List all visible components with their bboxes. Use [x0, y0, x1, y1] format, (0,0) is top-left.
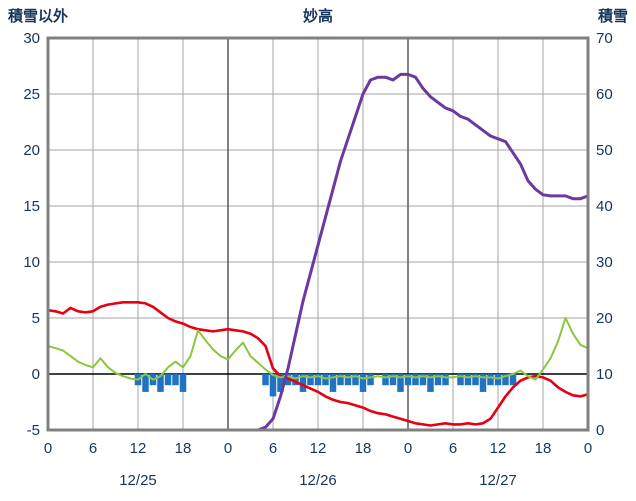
- x-axis-tick-label: 0: [44, 440, 52, 457]
- left-axis-tick-label: 5: [32, 310, 40, 327]
- precip-bar: [359, 374, 367, 392]
- precip-bar: [179, 374, 187, 392]
- x-axis-tick-label: 18: [175, 440, 192, 457]
- precip-bar: [142, 374, 149, 392]
- x-axis-tick-label: 18: [355, 440, 372, 457]
- x-axis-tick-label: 0: [224, 440, 232, 457]
- precip-bar: [337, 374, 344, 386]
- date-label: 12/26: [299, 472, 337, 489]
- date-label: 12/25: [119, 472, 157, 489]
- precip-bar: [269, 374, 277, 397]
- chart-title: 妙高: [302, 8, 333, 25]
- precip-bar: [277, 374, 284, 392]
- right-axis-tick-label: 10: [596, 366, 613, 383]
- precip-bar: [404, 374, 412, 386]
- left-axis-tick-label: 25: [23, 86, 40, 103]
- precip-bar: [472, 374, 479, 386]
- precip-bar: [412, 374, 419, 386]
- precip-bar: [382, 374, 389, 386]
- left-axis-tick-label: 20: [23, 142, 40, 159]
- precip-bar: [314, 374, 322, 386]
- left-axis-tick-label: -5: [27, 422, 40, 439]
- right-axis-tick-label: 40: [596, 198, 613, 215]
- x-axis-tick-label: 6: [89, 440, 97, 457]
- green-series-line: [47, 317, 589, 381]
- left-axis-tick-label: 30: [23, 30, 40, 47]
- red-series-line: [46, 300, 590, 427]
- precip-bar: [292, 374, 299, 386]
- precip-bar: [322, 374, 329, 386]
- right-axis-tick-label: 20: [596, 310, 613, 327]
- x-axis-tick-label: 6: [269, 440, 277, 457]
- date-label: 12/27: [479, 472, 517, 489]
- x-axis-tick-label: 12: [490, 440, 507, 457]
- right-axis-tick-label: 50: [596, 142, 613, 159]
- precip-bar: [307, 374, 314, 386]
- precip-bar: [419, 374, 427, 386]
- left-axis-tick-label: 15: [23, 198, 40, 215]
- precip-bar: [509, 374, 517, 386]
- precip-bar: [434, 374, 442, 386]
- precip-bar: [397, 374, 404, 392]
- x-axis-tick-label: 12: [310, 440, 327, 457]
- precip-bar: [442, 374, 449, 386]
- x-axis-tick-label: 0: [404, 440, 412, 457]
- plot-border: [46, 36, 590, 432]
- precip-bar: [329, 374, 337, 392]
- x-axis-tick-label: 0: [584, 440, 592, 457]
- precip-bar: [494, 374, 502, 386]
- right-axis-tick-label: 30: [596, 254, 613, 271]
- right-axis-tick-label: 60: [596, 86, 613, 103]
- precip-bar: [164, 374, 172, 386]
- left-axis-tick-label: 0: [32, 366, 40, 383]
- precip-bar: [502, 374, 509, 386]
- precip-bar: [464, 374, 472, 386]
- precip-bar: [157, 374, 164, 392]
- x-axis-tick-label: 6: [449, 440, 457, 457]
- precip-bar: [299, 374, 307, 392]
- right-axis-tick-label: 70: [596, 30, 613, 47]
- x-axis-tick-label: 18: [535, 440, 552, 457]
- precip-bar: [479, 374, 487, 392]
- right-axis-tick-label: 0: [596, 422, 604, 439]
- precip-bar: [172, 374, 179, 386]
- left-axis-title: 積雪以外: [8, 8, 69, 25]
- precip-bar: [344, 374, 352, 386]
- precip-bar: [487, 374, 494, 386]
- precip-bar: [389, 374, 397, 386]
- right-axis-title: 積雪: [597, 8, 628, 25]
- precip-bar: [352, 374, 359, 386]
- x-axis-tick-label: 12: [130, 440, 147, 457]
- precip-bar: [367, 374, 374, 386]
- precip-bar: [457, 374, 464, 386]
- left-axis-tick-label: 10: [23, 254, 40, 271]
- precip-bar: [262, 374, 269, 386]
- precip-bar: [427, 374, 434, 392]
